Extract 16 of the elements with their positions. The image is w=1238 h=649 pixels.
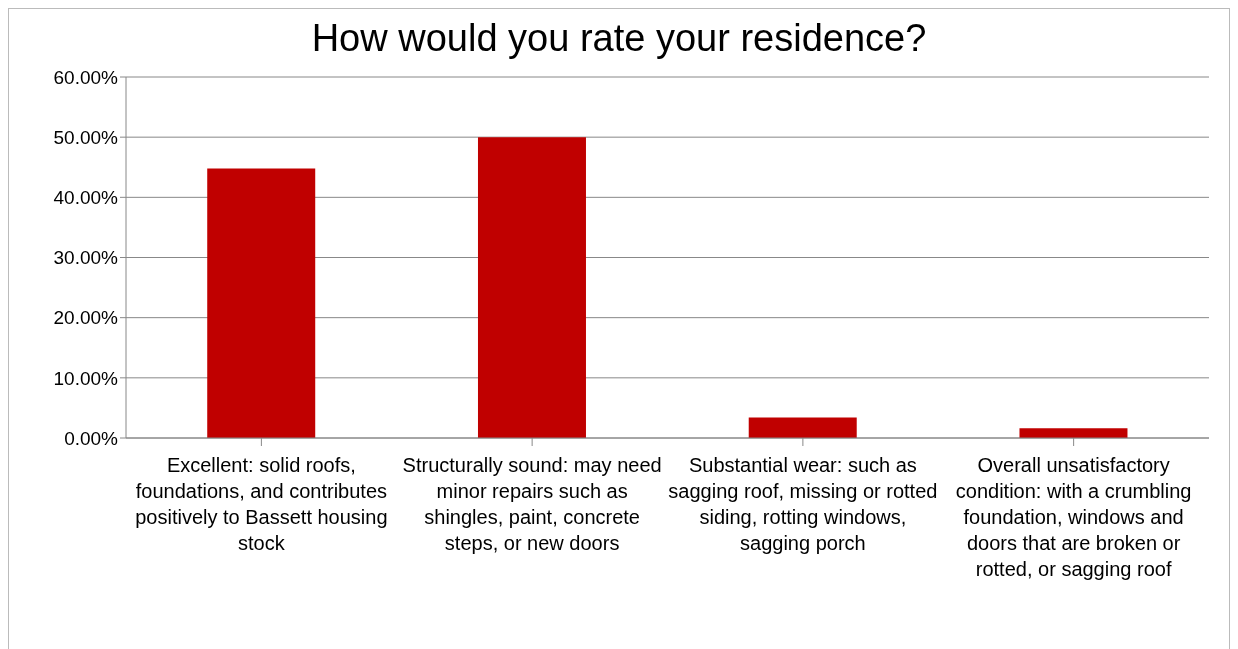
x-tick-label: Excellent: solid roofs, foundations, and contributes positively to Bassett housing stock	[134, 453, 389, 556]
y-tick-label: 60.00%	[53, 66, 119, 88]
y-tick-label: 30.00%	[53, 247, 119, 269]
x-tick-label: Overall unsatisfactory condition: with a crumbling foundation, windows and doors that are broken or rotted, or sagging roof	[954, 453, 1193, 582]
y-tick-label: 50.00%	[53, 126, 119, 148]
y-tick-label: 10.00%	[53, 367, 119, 389]
y-tick-label: 40.00%	[53, 187, 119, 209]
bar	[207, 168, 316, 438]
x-tick-label: Structurally sound: may need minor repairs such as shingles, paint, concrete steps, or new doors	[401, 453, 663, 556]
x-tick-label: Substantial wear: such as sagging roof, missing or rotted siding, rotting windows, sagging porch	[667, 453, 938, 556]
y-tick-label: 0.00%	[64, 427, 119, 449]
bar	[748, 417, 857, 438]
chart-title: How would you rate your residence?	[310, 17, 928, 61]
bar	[477, 137, 586, 438]
bar	[1019, 428, 1128, 438]
y-tick-label: 20.00%	[53, 307, 119, 329]
